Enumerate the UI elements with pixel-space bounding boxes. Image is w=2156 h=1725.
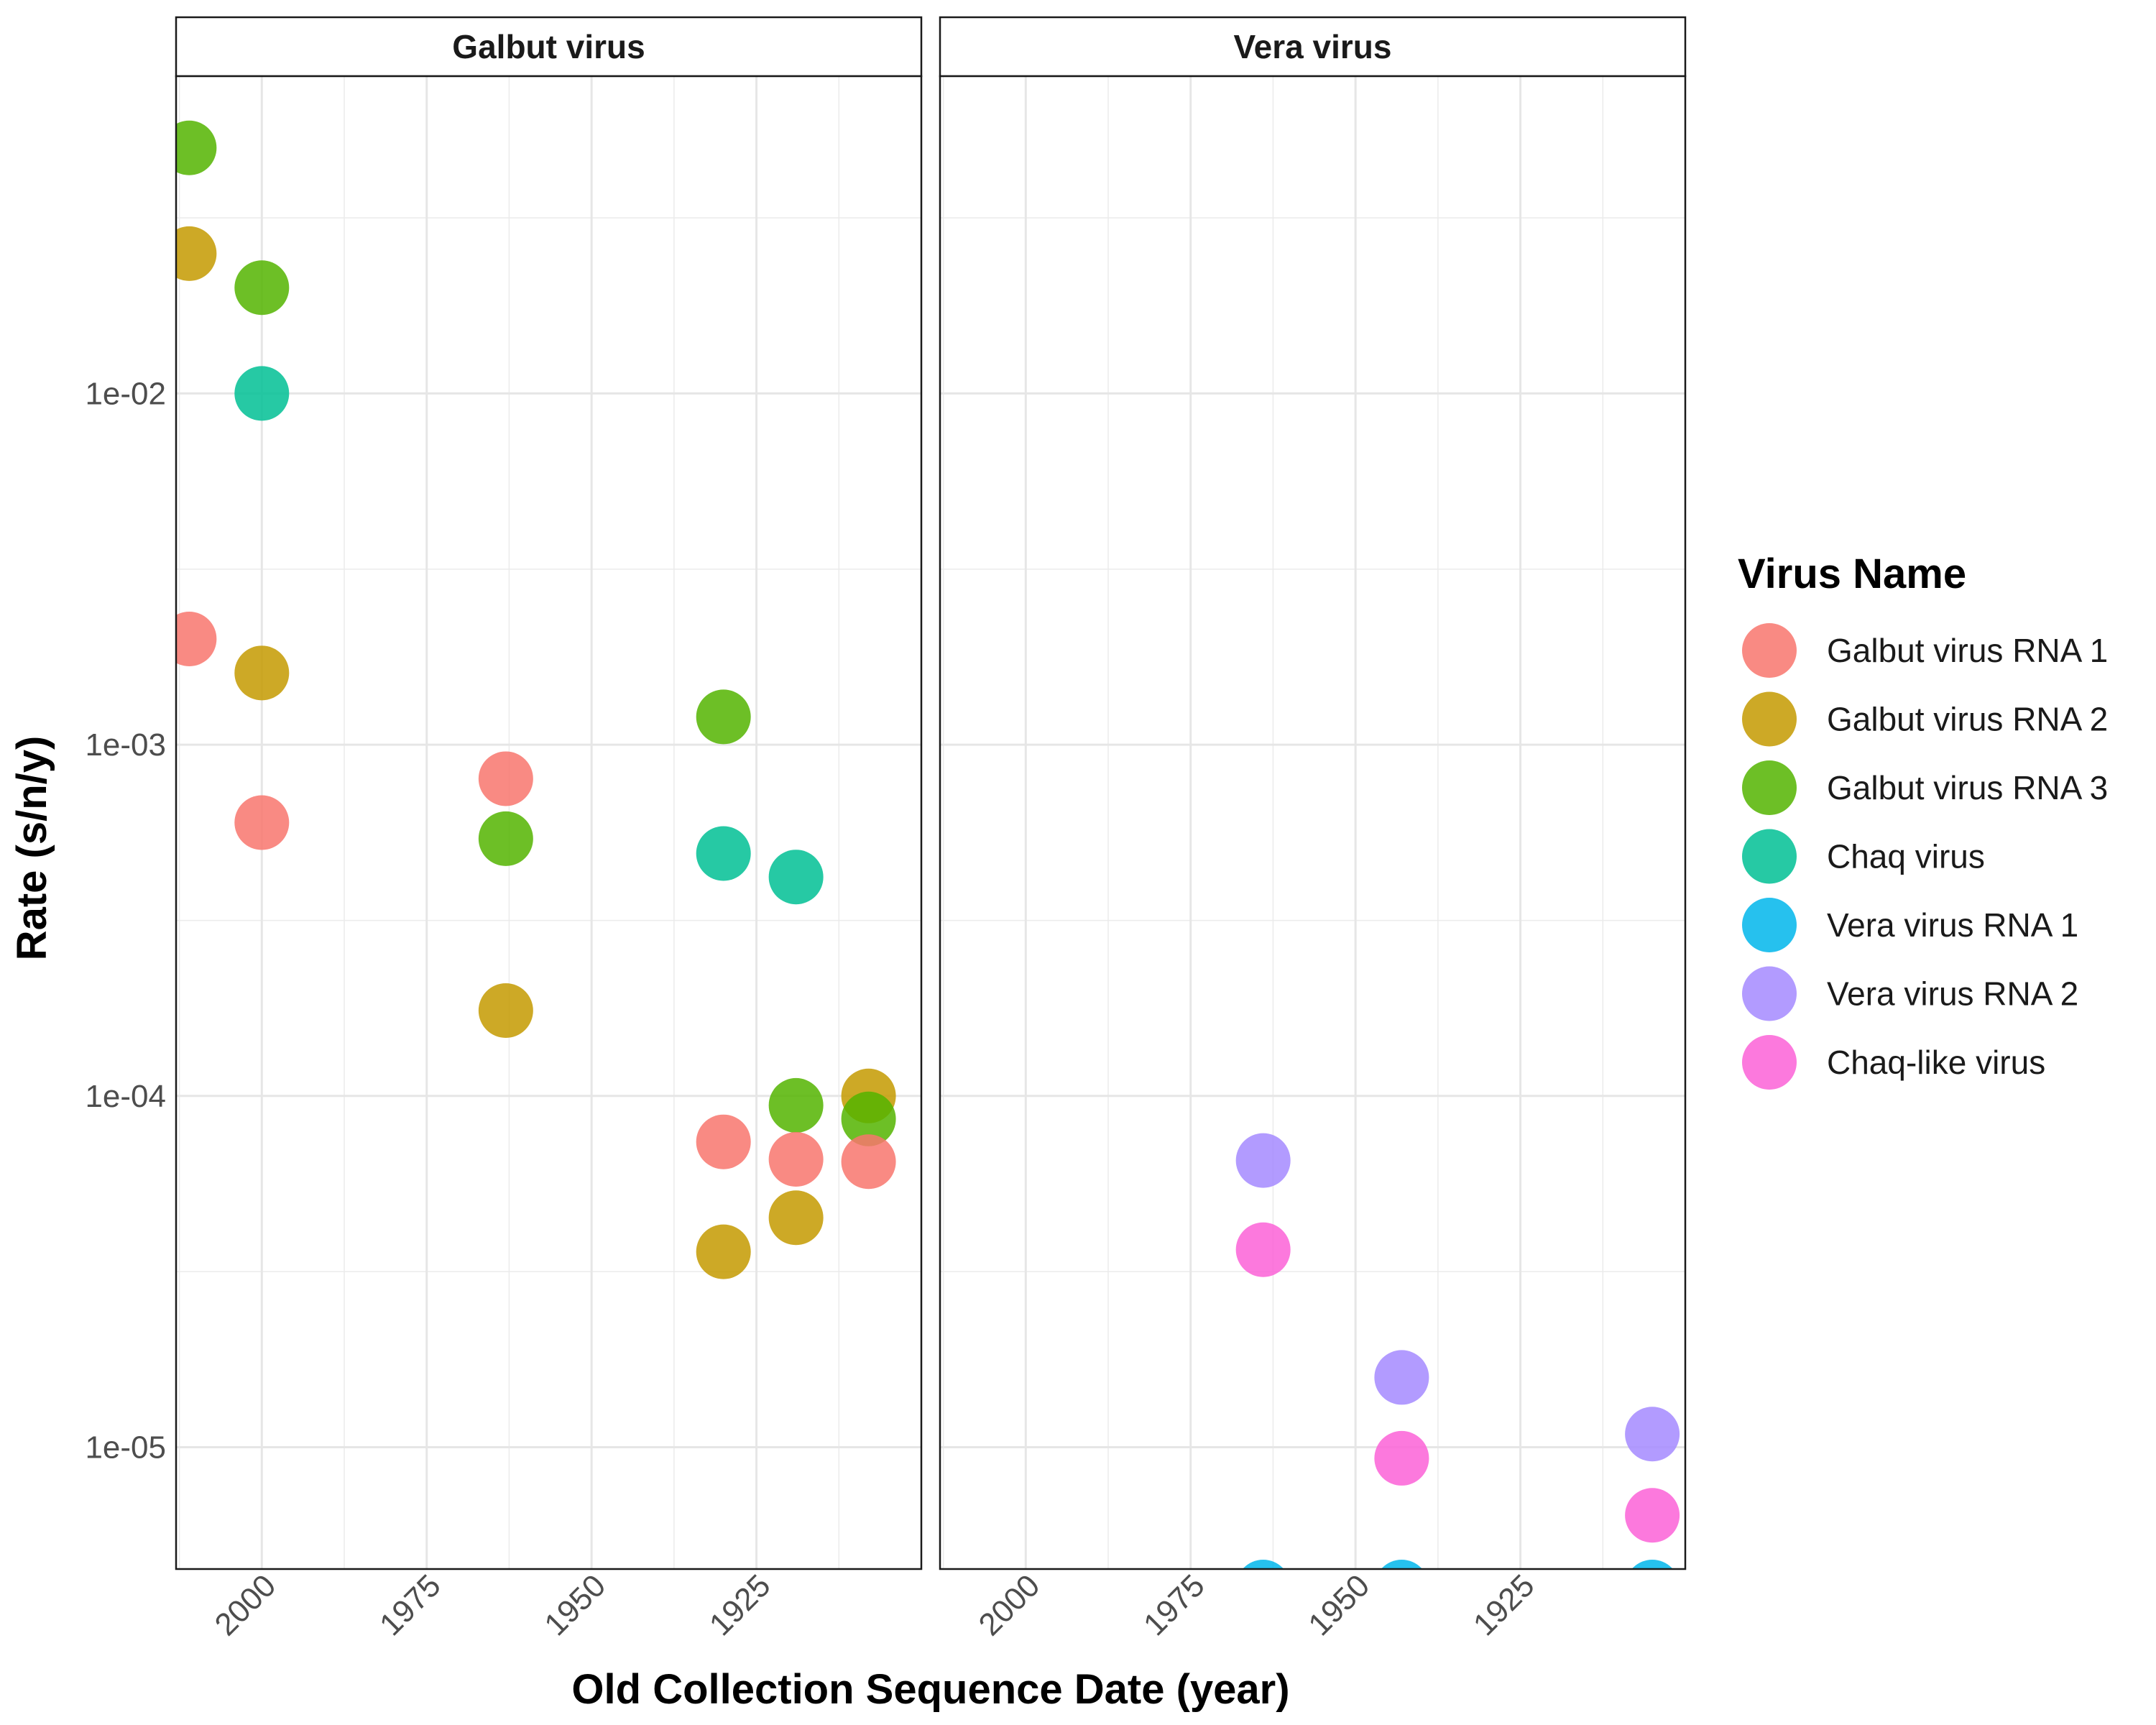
data-point-galbut-virus-rna-2 [768,1190,824,1246]
legend-label: Vera virus RNA 1 [1827,906,2078,944]
x-tick-label: 1925 [1467,1568,1542,1642]
legend-label: Vera virus RNA 2 [1827,975,2078,1013]
data-point-galbut-virus-rna-1 [841,1134,896,1190]
y-tick-label: 1e-05 [85,1430,166,1466]
data-point-galbut-virus-rna-2 [176,226,217,281]
data-point-chaq-like-virus [1235,1222,1291,1277]
data-point-vera-virus-rna-1 [1243,1560,1284,1569]
y-tick-label: 1e-04 [85,1079,166,1114]
data-point-galbut-virus-rna-3 [696,689,751,745]
x-tick-label: 1975 [1137,1568,1212,1642]
data-point-galbut-virus-rna-3 [234,260,290,316]
data-point-vera-virus-rna-1 [1381,1560,1423,1569]
facet-strip-label: Galbut virus [452,28,645,65]
facet-panel-1: Galbut virus 2000 1975 1950 1925 [175,16,923,1642]
y-tick-label: 1e-02 [85,376,166,411]
data-point-galbut-virus-rna-3 [768,1077,824,1133]
data-point-galbut-virus-rna-3 [841,1091,896,1146]
legend-key [1742,760,1797,815]
data-point-vera-virus-rna-1 [1631,1560,1673,1569]
data-point-chaq-virus [234,366,290,421]
data-point-galbut-virus-rna-1 [478,751,533,806]
legend-title: Virus Name [1738,551,1966,597]
legend-key [1742,1035,1797,1090]
data-point-galbut-virus-rna-2 [696,1224,751,1279]
panels-layer: Galbut virus 2000 1975 1950 1925 Vera virus 20… [85,16,1687,1642]
data-point-chaq-like-virus [1374,1430,1429,1486]
legend-key [1742,898,1797,952]
plot-background [940,76,1685,1569]
legend-label: Galbut virus RNA 3 [1827,769,2108,806]
data-point-vera-virus-rna-2 [1374,1350,1429,1405]
legend-key [1742,829,1797,884]
data-point-chaq-virus [768,850,824,905]
data-point-galbut-virus-rna-2 [234,645,290,701]
legend-label: Galbut virus RNA 2 [1827,701,2108,738]
data-point-galbut-virus-rna-1 [234,795,290,850]
data-point-chaq-virus [696,826,751,881]
data-points [1235,1133,1680,1569]
data-point-galbut-virus-rna-3 [478,811,533,866]
y-tick-label: 1e-03 [85,727,166,763]
legend-label: Chaq virus [1827,838,1985,875]
x-tick-label: 2000 [972,1568,1047,1642]
x-axis-title: Old Collection Sequence Date (year) [571,1666,1289,1713]
data-points [176,120,896,1279]
legend-key [1742,966,1797,1021]
gridlines [176,76,921,1569]
facet-panel-2: Vera virus 2000 1975 1950 1925 [939,16,1687,1642]
data-point-chaq-like-virus [1625,1488,1680,1543]
gridlines [940,76,1685,1569]
facet-strip [175,16,923,78]
legend-key [1742,623,1797,678]
x-tick-label: 2000 [208,1568,283,1642]
panel-border [175,75,923,1570]
legend: Virus Name Galbut virus RNA 1 Galbut viru… [1738,551,2108,1090]
panel-border [939,75,1687,1570]
legend-label: Chaq-like virus [1827,1044,2045,1081]
plot-background [176,76,921,1569]
y-axis-title: Rate (s/n/y) [9,736,55,961]
legend-key [1742,691,1797,747]
legend-label: Galbut virus RNA 1 [1827,632,2108,669]
data-point-galbut-virus-rna-1 [696,1114,751,1169]
facet-strip-label: Vera virus [1234,28,1392,65]
data-point-galbut-virus-rna-3 [176,120,217,175]
x-tick-label: 1975 [373,1568,448,1642]
data-point-galbut-virus-rna-1 [768,1131,824,1187]
x-tick-label: 1950 [538,1568,612,1642]
x-tick-label: 1950 [1302,1568,1376,1642]
x-tick-label: 1925 [703,1568,778,1642]
data-point-vera-virus-rna-2 [1235,1133,1291,1188]
data-point-galbut-virus-rna-2 [478,983,533,1039]
data-point-galbut-virus-rna-1 [176,611,217,666]
data-point-vera-virus-rna-2 [1625,1407,1680,1462]
